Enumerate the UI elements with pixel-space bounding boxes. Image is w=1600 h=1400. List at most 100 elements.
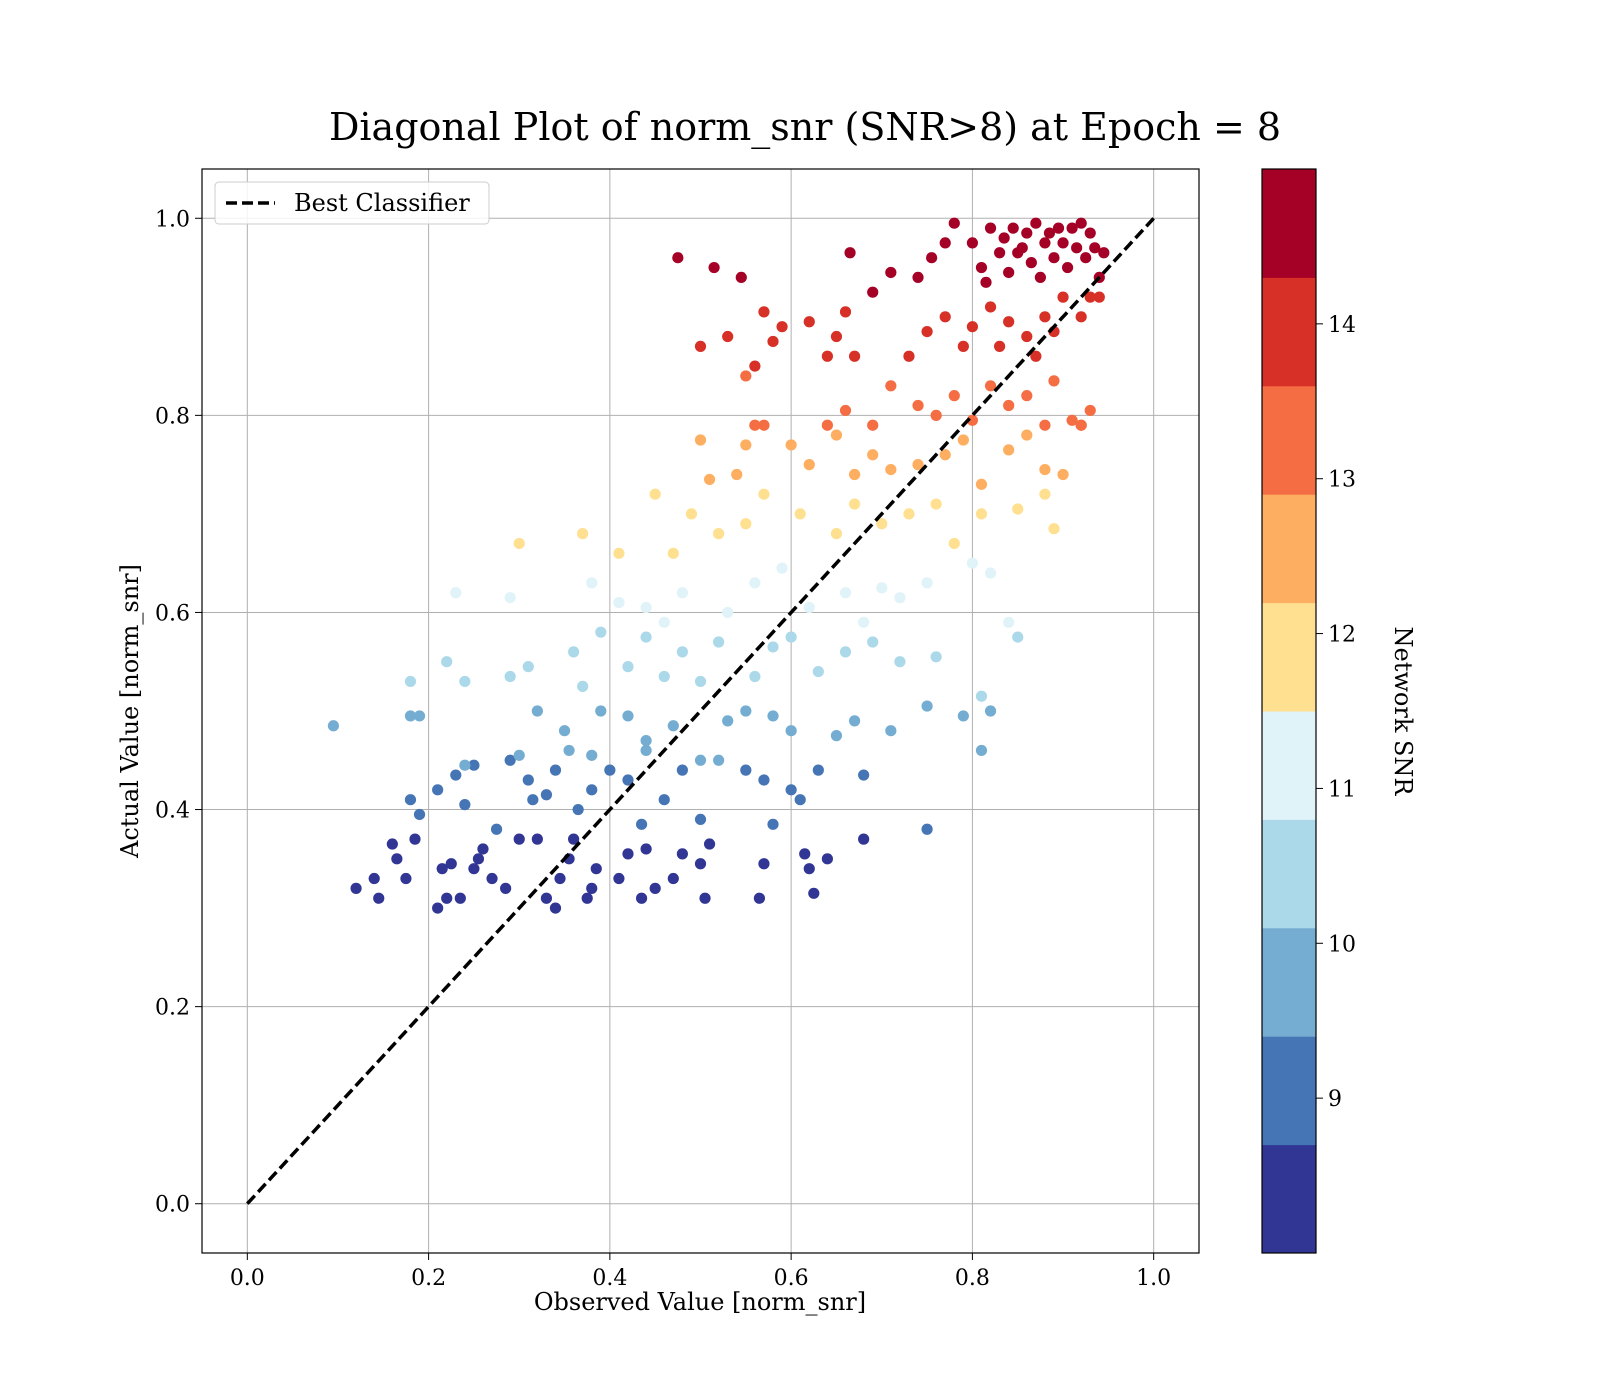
colorbar-bin xyxy=(1262,385,1316,495)
scatter-point xyxy=(767,335,779,348)
scatter-point xyxy=(676,764,688,776)
scatter-point xyxy=(848,350,861,362)
scatter-point xyxy=(1061,261,1074,274)
x-tick-label: 1.0 xyxy=(1136,1266,1171,1291)
scatter-point xyxy=(812,764,824,776)
scatter-point xyxy=(740,439,752,451)
y-axis-ticks: 0.0 0.2 0.4 0.6 0.8 1.0 xyxy=(155,207,202,1218)
scatter-point xyxy=(676,646,688,658)
scatter-point xyxy=(404,710,417,722)
scatter-point xyxy=(885,266,897,279)
scatter-point xyxy=(635,818,648,830)
colorbar-bin xyxy=(1262,602,1316,712)
scatter-point xyxy=(1030,217,1042,229)
scatter-point xyxy=(948,537,960,550)
scatter-point xyxy=(522,661,534,673)
colorbar-tick-label: 12 xyxy=(1328,623,1356,648)
scatter-point xyxy=(830,330,843,343)
scatter-point xyxy=(472,853,485,865)
x-tick-label: 0.2 xyxy=(411,1266,446,1291)
scatter-point xyxy=(468,759,480,771)
plot-frame xyxy=(201,168,1200,1254)
scatter-point xyxy=(957,340,969,352)
scatter-point xyxy=(613,872,625,885)
scatter-point xyxy=(722,606,734,619)
scatter-point xyxy=(554,872,566,885)
scatter-point xyxy=(445,858,457,870)
scatter-point xyxy=(858,769,870,781)
scatter-point xyxy=(432,784,444,796)
colorbar-tick-label: 10 xyxy=(1328,932,1356,957)
colorbar-bin xyxy=(1262,494,1316,604)
scatter-point xyxy=(404,794,417,806)
scatter-point xyxy=(844,247,856,259)
scatter-point xyxy=(803,863,815,875)
scatter-point xyxy=(640,843,652,855)
scatter-point xyxy=(667,547,679,559)
scatter-point xyxy=(776,321,788,333)
scatter-point xyxy=(735,271,747,283)
scatter-point xyxy=(572,803,584,816)
scatter-point xyxy=(672,252,684,264)
scatter-point xyxy=(767,641,779,653)
scatter-point xyxy=(994,340,1006,352)
scatter-point xyxy=(926,252,938,264)
scatter-point xyxy=(921,700,933,712)
scatter-point xyxy=(749,577,761,589)
scatter-point xyxy=(830,429,843,441)
scatter-point xyxy=(912,271,924,283)
scatter-point xyxy=(894,656,906,668)
scatter-point xyxy=(876,582,888,594)
scatter-point xyxy=(1048,375,1060,387)
legend: Best Classifier xyxy=(214,181,490,225)
scatter-point xyxy=(758,419,770,431)
scatter-point xyxy=(513,537,525,550)
scatter-point xyxy=(749,360,761,372)
scatter-point xyxy=(622,848,634,860)
scatter-point xyxy=(858,616,870,628)
scatter-point xyxy=(1084,291,1096,303)
scatter-point xyxy=(885,725,897,737)
colorbar-bin xyxy=(1262,277,1316,387)
scatter-point xyxy=(1012,503,1024,515)
scatter-point xyxy=(1039,419,1051,431)
scatter-point xyxy=(885,463,897,476)
scatter-point xyxy=(785,784,797,796)
scatter-point xyxy=(1052,222,1065,234)
scatter-point xyxy=(477,843,489,855)
scatter-point xyxy=(1016,242,1028,254)
scatter-point xyxy=(604,764,616,776)
colorbar-bin xyxy=(1262,711,1316,820)
scatter-point xyxy=(658,794,670,806)
scatter-point xyxy=(758,306,770,318)
scatter-point xyxy=(876,518,888,530)
scatter-point xyxy=(785,631,797,643)
scatter-point xyxy=(939,311,951,323)
scatter-point xyxy=(540,789,553,801)
scatter-point xyxy=(586,882,598,894)
scatter-point xyxy=(413,808,426,821)
scatter-point xyxy=(667,720,679,732)
scatter-point xyxy=(658,670,670,683)
scatter-point xyxy=(848,468,861,481)
x-tick-label: 0.4 xyxy=(592,1266,627,1291)
scatter-point xyxy=(531,705,543,717)
scatter-point xyxy=(830,730,843,742)
scatter-point xyxy=(459,759,471,771)
scatter-point xyxy=(903,508,915,520)
scatter-point xyxy=(980,276,992,288)
scatter-point xyxy=(386,838,398,850)
scatter-point xyxy=(984,705,997,717)
scatter-point xyxy=(635,892,648,904)
scatter-point xyxy=(577,680,589,692)
scatter-point xyxy=(930,498,942,510)
scatter-point xyxy=(839,306,852,318)
scatter-point xyxy=(1012,631,1024,643)
scatter-point xyxy=(948,217,960,229)
scatter-point xyxy=(586,749,598,761)
scatter-point xyxy=(413,710,426,722)
scatter-point xyxy=(930,651,942,663)
scatter-point xyxy=(749,419,761,431)
scatter-point xyxy=(975,261,988,274)
scatter-point xyxy=(649,882,661,894)
